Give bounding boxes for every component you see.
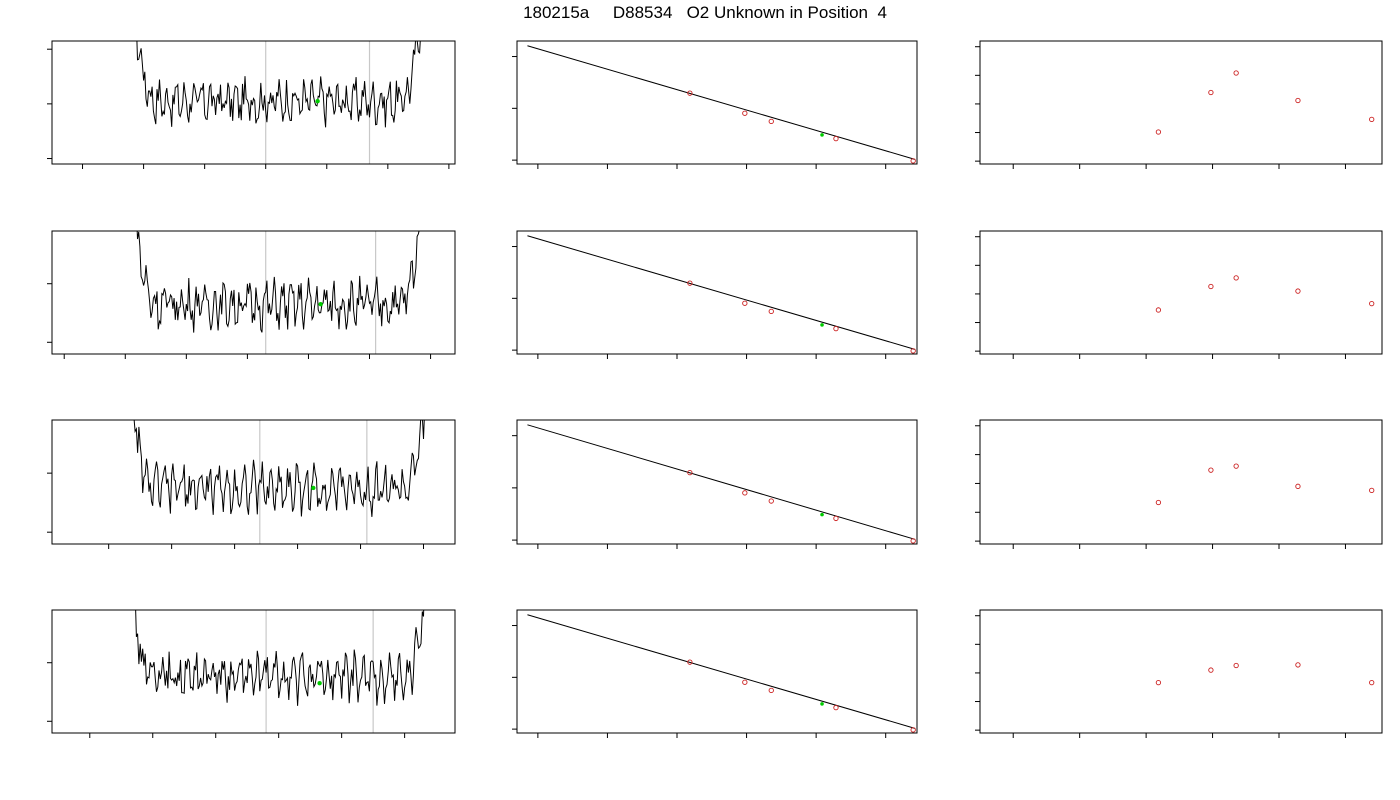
plot-frame (51, 419, 456, 545)
panel-11 (512, 609, 918, 738)
data-point (742, 110, 748, 116)
highlight-point (311, 485, 316, 491)
panel-7 (47, 419, 456, 549)
data-point (833, 704, 839, 711)
data-point (1155, 307, 1162, 313)
data-point (1155, 680, 1162, 686)
data-point (1155, 499, 1162, 506)
plot-area (527, 614, 916, 733)
plot-area (527, 235, 916, 354)
plot-area (136, 41, 421, 164)
plot-frame (979, 40, 1383, 165)
plot-area (1155, 70, 1375, 135)
panel-4 (47, 230, 456, 359)
data-point (742, 490, 748, 496)
data-point (1369, 116, 1375, 123)
data-point (687, 280, 693, 286)
series-line (135, 610, 425, 706)
panel-6 (975, 230, 1383, 359)
data-point (687, 659, 693, 665)
highlight-point (820, 323, 824, 327)
highlight-point (317, 681, 322, 686)
data-point (1369, 301, 1375, 307)
data-point (1233, 70, 1239, 76)
data-point (687, 90, 693, 96)
data-point (833, 325, 839, 332)
plot-area (527, 45, 916, 164)
highlight-point (820, 512, 824, 517)
plot-frame (516, 40, 918, 165)
panel-8 (512, 419, 918, 549)
plot-frame (516, 419, 918, 545)
panels-group (47, 40, 1383, 738)
fit-line (527, 614, 916, 729)
data-point (910, 158, 916, 164)
plot-area (1155, 662, 1375, 686)
data-point (687, 469, 693, 476)
plot-area (1155, 463, 1375, 506)
panel-9 (975, 419, 1383, 549)
data-point (1233, 662, 1239, 669)
data-point (910, 727, 916, 733)
plot-area (136, 231, 420, 354)
series-line (136, 231, 420, 333)
data-point (1369, 680, 1375, 686)
fit-line (527, 45, 916, 160)
data-point (1233, 463, 1239, 469)
highlight-point (820, 702, 824, 706)
panel-12 (975, 609, 1383, 738)
plot-frame (516, 230, 918, 355)
plot-frame (51, 230, 456, 355)
plot-area (133, 420, 425, 544)
highlight-point (315, 98, 320, 104)
data-point (1155, 129, 1162, 135)
data-point (742, 300, 748, 306)
plot-frame (979, 419, 1383, 545)
panel-10 (47, 609, 456, 738)
figure-title: 180215a D88534 O2 Unknown in Position 4 (523, 3, 887, 22)
data-point (768, 498, 774, 504)
plot-frame (979, 609, 1383, 734)
panel-2 (512, 40, 918, 169)
panel-5 (512, 230, 918, 359)
data-point (1295, 288, 1301, 294)
data-point (910, 538, 916, 544)
data-point (1295, 97, 1301, 104)
data-point (833, 135, 839, 142)
panel-3 (975, 40, 1383, 169)
data-point (910, 348, 916, 354)
data-point (1369, 487, 1375, 494)
plot-frame (979, 230, 1383, 355)
data-point (742, 679, 748, 685)
data-point (1208, 467, 1214, 473)
data-point (1208, 283, 1214, 290)
plot-frame (51, 609, 456, 734)
data-point (1208, 89, 1214, 96)
data-point (768, 118, 774, 125)
fit-line (527, 235, 916, 350)
fit-line (527, 424, 916, 540)
panel-1 (47, 40, 456, 169)
series-line (136, 41, 421, 128)
highlight-point (820, 133, 824, 137)
data-point (768, 308, 774, 315)
data-point (1295, 483, 1301, 489)
plot-area (527, 424, 916, 544)
data-point (1208, 667, 1214, 673)
data-point (1295, 662, 1301, 668)
plot-frame (51, 40, 456, 165)
series-line (133, 420, 425, 517)
plot-area (1155, 275, 1375, 313)
plot-frame (516, 609, 918, 734)
data-point (1233, 275, 1239, 281)
data-point (768, 687, 774, 694)
data-point (833, 515, 839, 522)
highlight-point (318, 302, 323, 307)
plot-area (135, 610, 425, 733)
